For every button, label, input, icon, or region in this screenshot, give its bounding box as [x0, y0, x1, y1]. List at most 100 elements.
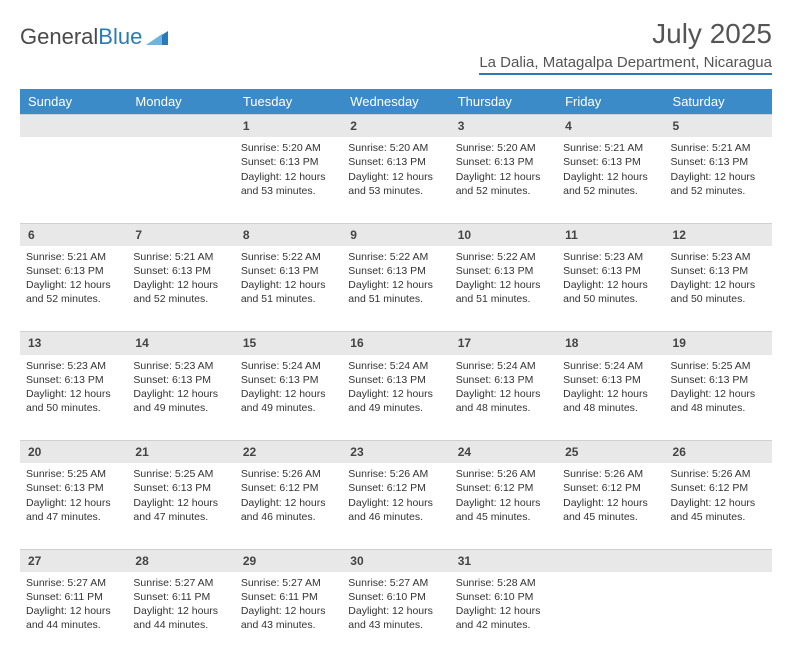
sunset-text: Sunset: 6:12 PM [563, 481, 658, 495]
day-number: 1 [235, 115, 342, 138]
day-cell: Sunrise: 5:25 AMSunset: 6:13 PMDaylight:… [127, 463, 234, 549]
daylight-text: Daylight: 12 hours and 50 minutes. [26, 387, 121, 415]
daylight-text: Daylight: 12 hours and 48 minutes. [671, 387, 766, 415]
sunset-text: Sunset: 6:13 PM [133, 373, 228, 387]
sunset-text: Sunset: 6:13 PM [133, 481, 228, 495]
day-number: 4 [557, 115, 664, 138]
day-number: 12 [665, 223, 772, 246]
sunrise-text: Sunrise: 5:25 AM [133, 467, 228, 481]
sunrise-text: Sunrise: 5:27 AM [26, 576, 121, 590]
daylight-text: Daylight: 12 hours and 47 minutes. [26, 496, 121, 524]
daylight-text: Daylight: 12 hours and 52 minutes. [26, 278, 121, 306]
day-cell: Sunrise: 5:20 AMSunset: 6:13 PMDaylight:… [342, 137, 449, 223]
sunrise-text: Sunrise: 5:24 AM [456, 359, 551, 373]
sunset-text: Sunset: 6:13 PM [563, 155, 658, 169]
daylight-text: Daylight: 12 hours and 51 minutes. [348, 278, 443, 306]
day-header: Wednesday [342, 89, 449, 115]
sunset-text: Sunset: 6:13 PM [26, 373, 121, 387]
day-cell [127, 137, 234, 223]
day-header: Saturday [665, 89, 772, 115]
sunset-text: Sunset: 6:13 PM [563, 264, 658, 278]
daylight-text: Daylight: 12 hours and 45 minutes. [456, 496, 551, 524]
sunrise-text: Sunrise: 5:26 AM [348, 467, 443, 481]
day-cell: Sunrise: 5:22 AMSunset: 6:13 PMDaylight:… [450, 246, 557, 332]
day-number [127, 115, 234, 138]
daylight-text: Daylight: 12 hours and 43 minutes. [348, 604, 443, 632]
sunset-text: Sunset: 6:13 PM [456, 264, 551, 278]
sunrise-text: Sunrise: 5:22 AM [348, 250, 443, 264]
sunrise-text: Sunrise: 5:20 AM [241, 141, 336, 155]
day-cell: Sunrise: 5:20 AMSunset: 6:13 PMDaylight:… [235, 137, 342, 223]
sunset-text: Sunset: 6:13 PM [26, 264, 121, 278]
day-header: Thursday [450, 89, 557, 115]
sunrise-text: Sunrise: 5:25 AM [26, 467, 121, 481]
sunrise-text: Sunrise: 5:26 AM [241, 467, 336, 481]
day-cell: Sunrise: 5:23 AMSunset: 6:13 PMDaylight:… [20, 355, 127, 441]
day-number: 9 [342, 223, 449, 246]
day-number-row: 6789101112 [20, 223, 772, 246]
sunrise-text: Sunrise: 5:28 AM [456, 576, 551, 590]
sunrise-text: Sunrise: 5:25 AM [671, 359, 766, 373]
sunset-text: Sunset: 6:13 PM [241, 155, 336, 169]
day-number: 13 [20, 332, 127, 355]
day-number: 8 [235, 223, 342, 246]
daylight-text: Daylight: 12 hours and 49 minutes. [348, 387, 443, 415]
day-cell: Sunrise: 5:22 AMSunset: 6:13 PMDaylight:… [342, 246, 449, 332]
sunset-text: Sunset: 6:13 PM [456, 155, 551, 169]
sunrise-text: Sunrise: 5:23 AM [563, 250, 658, 264]
daylight-text: Daylight: 12 hours and 51 minutes. [456, 278, 551, 306]
sunset-text: Sunset: 6:12 PM [241, 481, 336, 495]
day-number: 23 [342, 441, 449, 464]
sunrise-text: Sunrise: 5:20 AM [348, 141, 443, 155]
sunrise-text: Sunrise: 5:23 AM [671, 250, 766, 264]
day-detail-row: Sunrise: 5:21 AMSunset: 6:13 PMDaylight:… [20, 246, 772, 332]
daylight-text: Daylight: 12 hours and 49 minutes. [133, 387, 228, 415]
daylight-text: Daylight: 12 hours and 44 minutes. [133, 604, 228, 632]
sunset-text: Sunset: 6:13 PM [26, 481, 121, 495]
day-cell: Sunrise: 5:26 AMSunset: 6:12 PMDaylight:… [557, 463, 664, 549]
day-number: 19 [665, 332, 772, 355]
sunrise-text: Sunrise: 5:26 AM [456, 467, 551, 481]
title-block: July 2025 La Dalia, Matagalpa Department… [479, 18, 772, 75]
brand-text: GeneralBlue [20, 24, 142, 50]
daylight-text: Daylight: 12 hours and 47 minutes. [133, 496, 228, 524]
daylight-text: Daylight: 12 hours and 45 minutes. [563, 496, 658, 524]
day-cell: Sunrise: 5:25 AMSunset: 6:13 PMDaylight:… [20, 463, 127, 549]
day-cell: Sunrise: 5:26 AMSunset: 6:12 PMDaylight:… [665, 463, 772, 549]
brand-part1: General [20, 24, 98, 49]
calendar-table: SundayMondayTuesdayWednesdayThursdayFrid… [20, 89, 772, 658]
day-detail-row: Sunrise: 5:25 AMSunset: 6:13 PMDaylight:… [20, 463, 772, 549]
brand-triangle-icon [146, 29, 168, 45]
day-cell: Sunrise: 5:21 AMSunset: 6:13 PMDaylight:… [557, 137, 664, 223]
day-cell: Sunrise: 5:24 AMSunset: 6:13 PMDaylight:… [342, 355, 449, 441]
day-cell: Sunrise: 5:27 AMSunset: 6:11 PMDaylight:… [20, 572, 127, 658]
daylight-text: Daylight: 12 hours and 52 minutes. [456, 170, 551, 198]
sunrise-text: Sunrise: 5:23 AM [26, 359, 121, 373]
day-number: 26 [665, 441, 772, 464]
day-number: 24 [450, 441, 557, 464]
calendar-body: 12345Sunrise: 5:20 AMSunset: 6:13 PMDayl… [20, 115, 772, 658]
sunset-text: Sunset: 6:13 PM [563, 373, 658, 387]
day-number: 11 [557, 223, 664, 246]
day-cell: Sunrise: 5:23 AMSunset: 6:13 PMDaylight:… [557, 246, 664, 332]
sunrise-text: Sunrise: 5:21 AM [26, 250, 121, 264]
sunrise-text: Sunrise: 5:21 AM [133, 250, 228, 264]
sunrise-text: Sunrise: 5:21 AM [563, 141, 658, 155]
brand-logo: GeneralBlue [20, 18, 168, 50]
day-cell: Sunrise: 5:27 AMSunset: 6:11 PMDaylight:… [235, 572, 342, 658]
day-header: Sunday [20, 89, 127, 115]
sunrise-text: Sunrise: 5:26 AM [563, 467, 658, 481]
day-cell: Sunrise: 5:27 AMSunset: 6:10 PMDaylight:… [342, 572, 449, 658]
day-number: 6 [20, 223, 127, 246]
day-cell [20, 137, 127, 223]
day-number-row: 2728293031 [20, 549, 772, 572]
day-cell: Sunrise: 5:26 AMSunset: 6:12 PMDaylight:… [450, 463, 557, 549]
day-cell [665, 572, 772, 658]
day-cell: Sunrise: 5:20 AMSunset: 6:13 PMDaylight:… [450, 137, 557, 223]
sunrise-text: Sunrise: 5:21 AM [671, 141, 766, 155]
daylight-text: Daylight: 12 hours and 50 minutes. [671, 278, 766, 306]
daylight-text: Daylight: 12 hours and 51 minutes. [241, 278, 336, 306]
sunrise-text: Sunrise: 5:20 AM [456, 141, 551, 155]
daylight-text: Daylight: 12 hours and 53 minutes. [348, 170, 443, 198]
day-header-row: SundayMondayTuesdayWednesdayThursdayFrid… [20, 89, 772, 115]
